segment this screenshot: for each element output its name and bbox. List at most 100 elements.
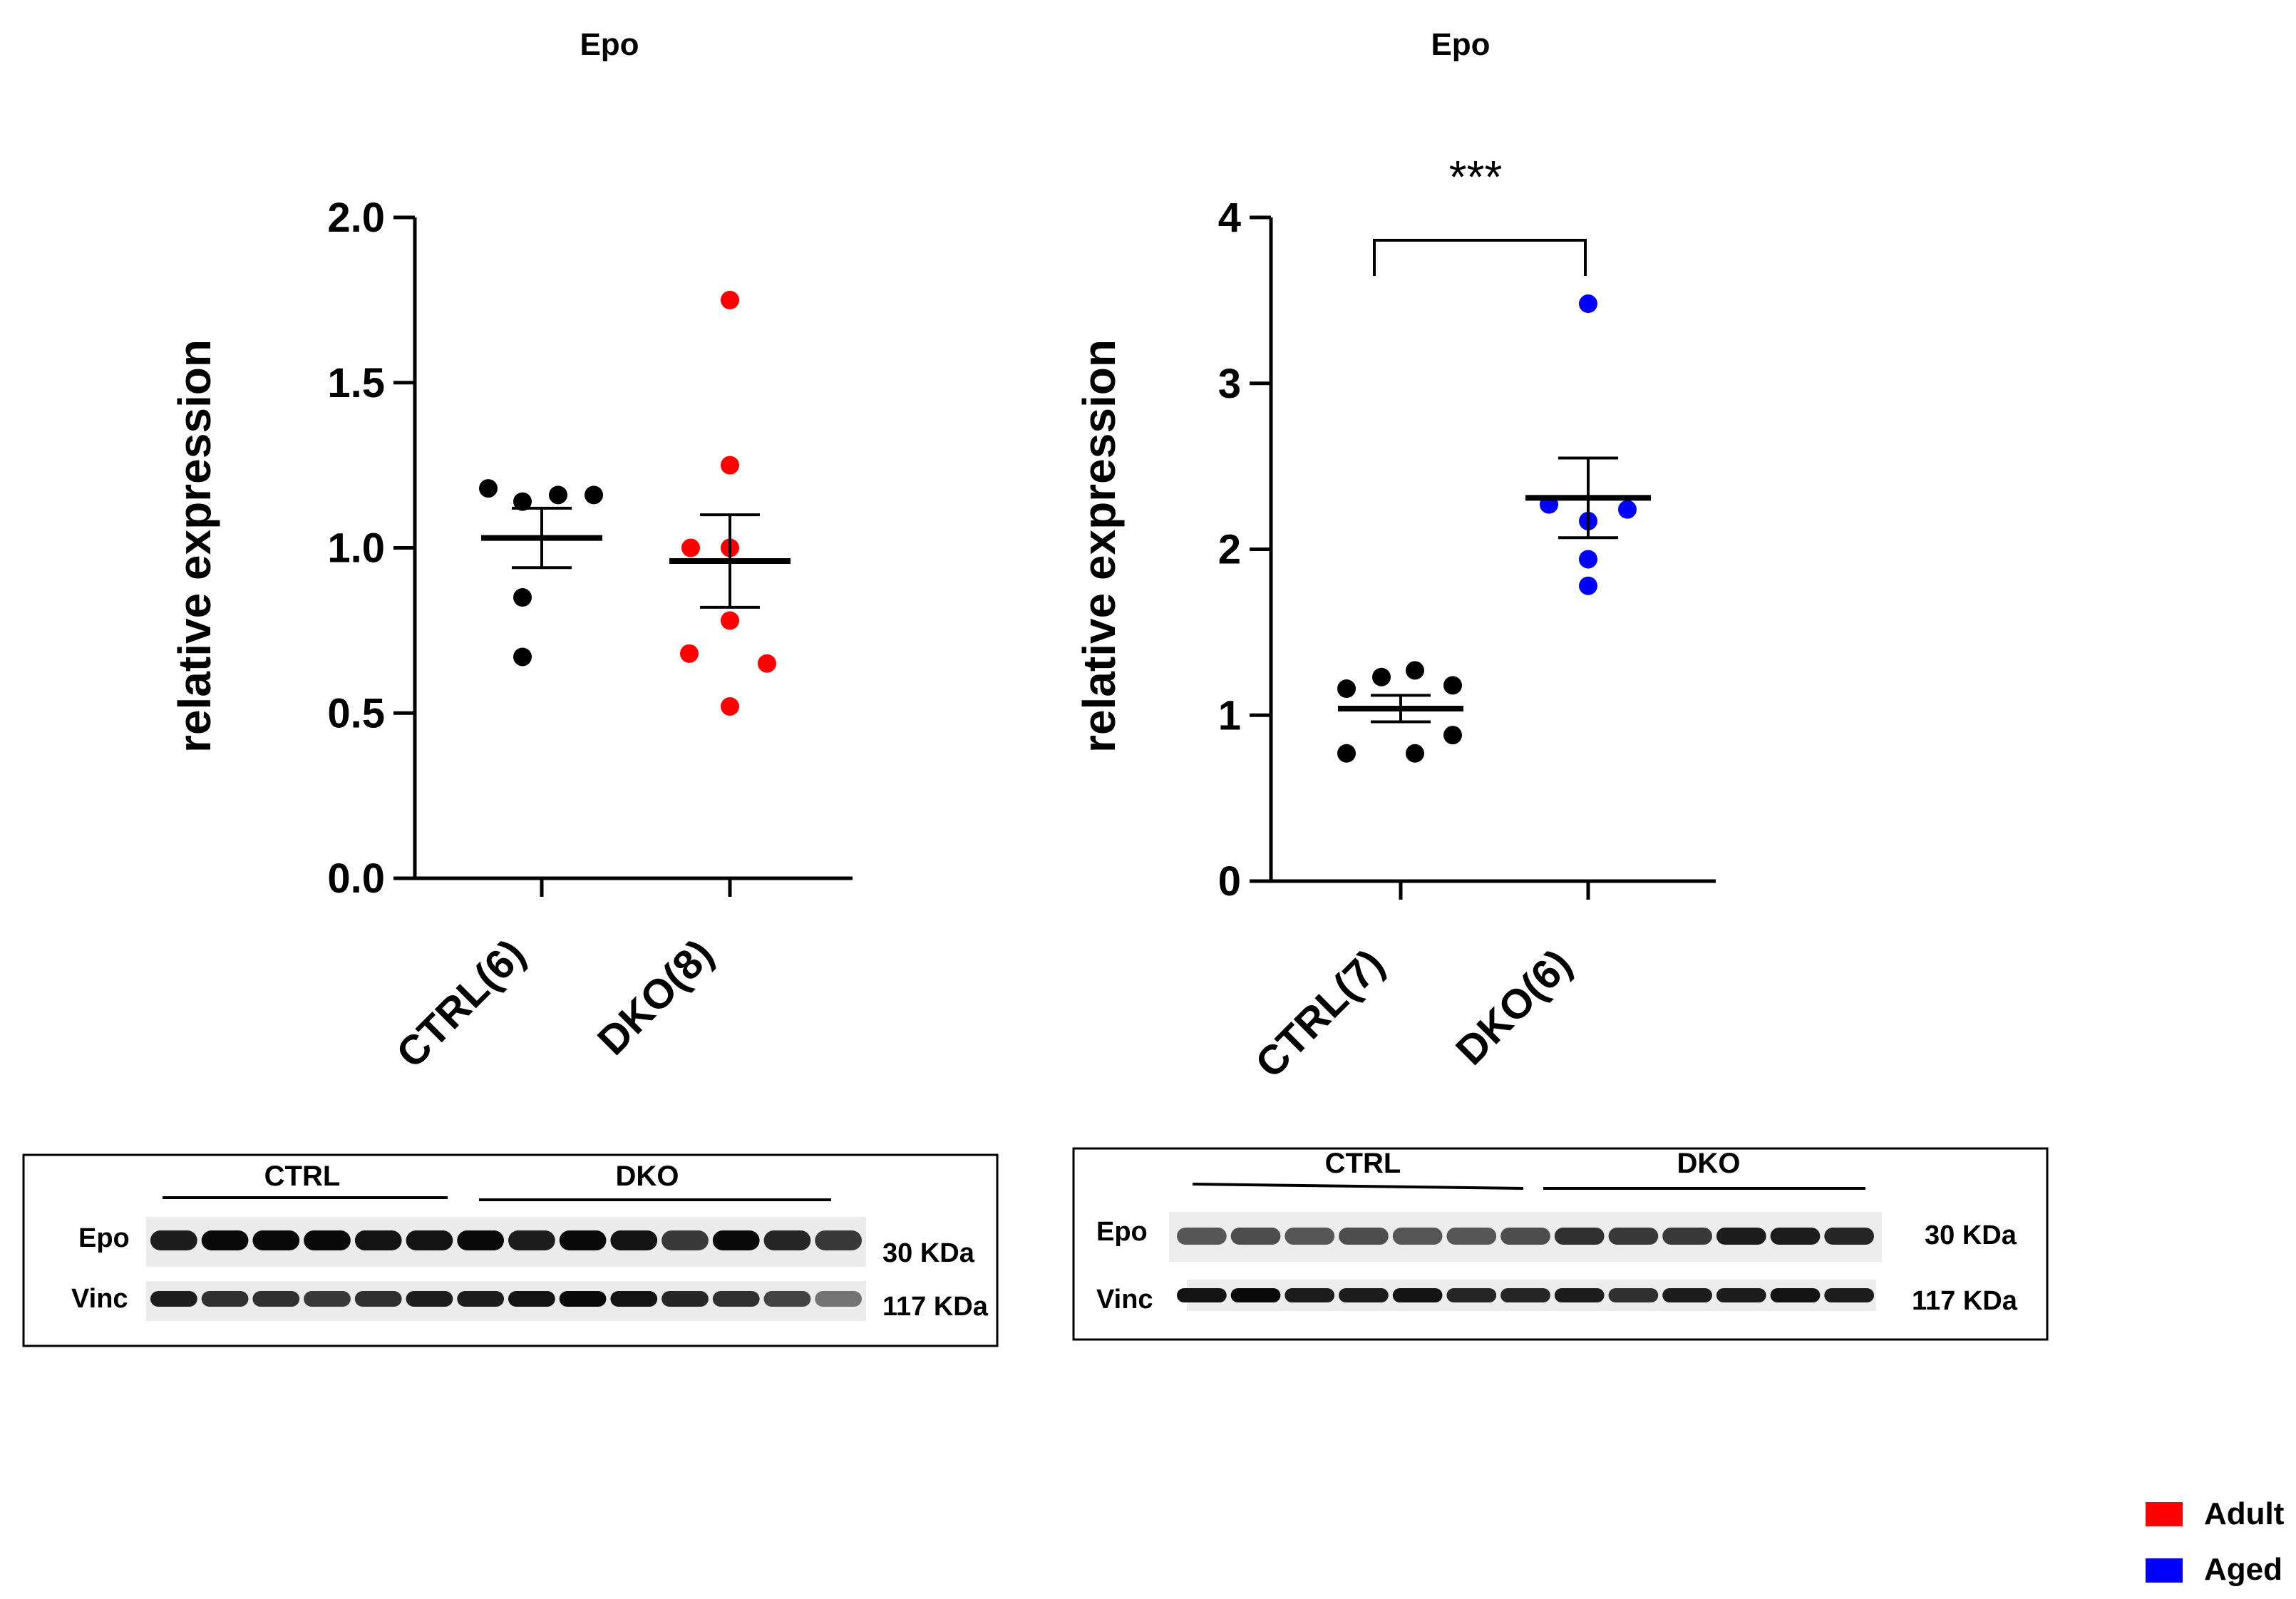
chart-left-data-point	[721, 456, 739, 475]
chart-left-title: Epo	[580, 27, 639, 62]
blot-left-band	[610, 1291, 658, 1307]
blot-left-band	[252, 1291, 300, 1307]
blot-right-band	[1716, 1228, 1766, 1245]
blot-left-band	[354, 1230, 402, 1250]
chart-left-x-tick-label: DKO(8)	[589, 930, 722, 1064]
blot-right-band	[1177, 1228, 1227, 1245]
chart-right-y-tick-label: 4	[1218, 195, 1241, 241]
blot-right-band	[1446, 1288, 1497, 1302]
blot-right-band	[1230, 1288, 1281, 1302]
chart-left-data-point	[721, 611, 739, 630]
significance-stars: ***	[1449, 151, 1503, 202]
chart-right-x-tick-label: CTRL(7)	[1247, 940, 1393, 1086]
blot-left-band	[610, 1230, 658, 1250]
legend-label-aged: Aged	[2204, 1552, 2282, 1587]
blot-right-band	[1392, 1288, 1443, 1302]
blot-left-band	[406, 1291, 453, 1307]
blot-right-band	[1177, 1288, 1227, 1302]
blot-right-ctrl-label: CTRL	[1325, 1148, 1401, 1179]
blot-left-band	[815, 1291, 862, 1307]
blot-left-epo-kda: 30 KDa	[882, 1238, 975, 1268]
chart-right-y-tick-label: 2	[1218, 527, 1241, 573]
blot-right-band	[1500, 1228, 1550, 1245]
chart-left-x-tick-label: CTRL(6)	[388, 930, 534, 1076]
chart-left-data-point	[513, 588, 532, 607]
blot-right-ctrl-bar	[1192, 1183, 1524, 1190]
blot-right-frame	[1072, 1147, 2049, 1341]
blot-left-band	[406, 1230, 453, 1250]
chart-right-data-point	[1337, 744, 1356, 763]
chart-left-data-point	[681, 538, 700, 557]
blot-left-band	[815, 1230, 862, 1250]
chart-left: Epo relative expression 0.00.51.01.52.0 …	[169, 27, 853, 1077]
legend: Adult Aged	[2146, 1496, 2285, 1587]
chart-left-data-point	[585, 485, 603, 505]
chart-left-y-tick-label: 0.0	[327, 855, 385, 902]
chart-right-y-axis-label: relative expression	[1074, 339, 1125, 753]
blot-left-vinc-label: Vinc	[71, 1284, 128, 1314]
chart-right-data-point	[1579, 294, 1597, 314]
significance-bracket	[1373, 239, 1587, 276]
blot-left-band	[559, 1230, 607, 1250]
blot-right-band	[1500, 1288, 1550, 1302]
chart-right-title: Epo	[1431, 27, 1490, 62]
chart-left-y-tick-label: 2.0	[327, 195, 385, 241]
blot-right-dko-label: DKO	[1677, 1148, 1741, 1179]
chart-right-x-tick-label: DKO(6)	[1447, 940, 1580, 1074]
blot-left-epo-label: Epo	[78, 1223, 130, 1253]
blot-left-band	[150, 1291, 197, 1307]
blot-left-dko-label: DKO	[616, 1161, 679, 1192]
chart-left-data-point	[549, 485, 567, 505]
blot-left-band	[712, 1230, 760, 1250]
chart-left-data-point	[680, 644, 699, 663]
blot-right-band	[1770, 1228, 1821, 1245]
chart-right-data-point	[1337, 679, 1356, 699]
chart-left-y-tick-label: 1.5	[327, 360, 385, 406]
chart-left-data-point	[513, 647, 532, 667]
blot-right-band	[1230, 1228, 1281, 1245]
chart-right-y-tick-label: 1	[1218, 692, 1241, 739]
chart-left-data-point	[479, 479, 498, 498]
blot-left-band	[508, 1291, 555, 1307]
blot-right-vinc-kda: 117 KDa	[1912, 1286, 2018, 1316]
blot-right-band	[1446, 1228, 1497, 1245]
chart-right-data-point	[1618, 500, 1637, 519]
chart-right-data-point	[1443, 726, 1462, 745]
blot-left-band	[252, 1230, 300, 1250]
chart-left-y-axis-label: relative expression	[169, 339, 220, 753]
blot-right-band	[1662, 1228, 1712, 1245]
chart-left-data-point	[758, 654, 776, 673]
blot-right-vinc-label: Vinc	[1096, 1285, 1153, 1315]
chart-left-y-tick-label: 1.0	[327, 525, 385, 572]
chart-left-data-point	[721, 290, 739, 309]
blot-right-band	[1339, 1288, 1389, 1302]
blot-right-band	[1285, 1288, 1335, 1302]
blot-left-band	[763, 1230, 811, 1250]
blot-left-vinc-kda: 117 KDa	[882, 1292, 989, 1322]
legend-swatch-aged	[2146, 1558, 2183, 1583]
blot-left-band	[457, 1230, 504, 1250]
blot-right-epo-label: Epo	[1096, 1217, 1148, 1247]
chart-right-data-point	[1443, 676, 1462, 695]
chart-left-y-tick-label: 0.5	[327, 690, 385, 736]
blot-left-ctrl-label: CTRL	[264, 1161, 341, 1192]
chart-right-data-point	[1406, 744, 1424, 763]
chart-right-y-tick-label: 3	[1218, 361, 1241, 407]
blot-right-band	[1770, 1288, 1821, 1302]
blot-right-band	[1716, 1288, 1766, 1302]
blot-left-frame	[22, 1153, 999, 1347]
blot-left-band	[354, 1291, 402, 1307]
chart-left-data-point	[513, 492, 532, 511]
chart-right-data-point	[1372, 667, 1391, 687]
blot-right-band	[1824, 1228, 1874, 1245]
blot-left-band	[712, 1291, 760, 1307]
western-blot-left: CTRL DKO Epo Vinc 30 KDa 117 KDa	[22, 1153, 999, 1347]
blot-left-band	[559, 1291, 607, 1307]
blot-left-band	[201, 1291, 249, 1307]
blot-right-band	[1608, 1228, 1659, 1245]
blot-right-band	[1554, 1288, 1605, 1302]
blot-right-band	[1608, 1288, 1659, 1302]
blot-left-band	[201, 1230, 249, 1250]
legend-swatch-adult	[2146, 1502, 2183, 1526]
